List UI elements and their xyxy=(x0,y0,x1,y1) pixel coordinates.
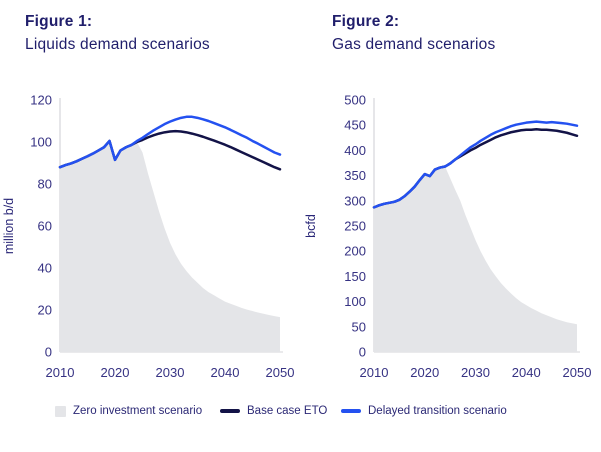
x-tick-label: 2050 xyxy=(266,365,295,380)
figure1-label: Figure 1: xyxy=(25,13,93,30)
y-tick-label: 120 xyxy=(30,93,52,108)
base-case-line-swatch-icon xyxy=(220,409,240,413)
x-tick-label: 2050 xyxy=(563,365,592,380)
legend-item-zero-investment: Zero investment scenario xyxy=(55,403,202,419)
y-tick-label: 300 xyxy=(344,193,366,208)
delayed-transition-line-swatch-icon xyxy=(341,409,361,413)
x-tick-label: 2040 xyxy=(211,365,240,380)
legend-item-base-case-eto: Base case ETO xyxy=(220,403,327,419)
y-tick-label: 80 xyxy=(38,177,52,192)
y-tick-label: 0 xyxy=(359,345,366,360)
zero-investment-swatch-icon xyxy=(55,405,66,417)
y-tick-label: 500 xyxy=(344,93,366,108)
x-tick-label: 2030 xyxy=(461,365,490,380)
zero-investment-scenario-area xyxy=(374,166,577,352)
figure2-label: Figure 2: xyxy=(332,13,400,30)
y-axis-title: bcfd xyxy=(304,214,318,238)
y-tick-label: 100 xyxy=(30,135,52,150)
delayed-transition-scenario-line xyxy=(58,115,282,169)
y-tick-label: 150 xyxy=(344,269,366,284)
delayed-transition-scenario-line xyxy=(372,120,579,209)
legend-label: Base case ETO xyxy=(247,405,328,417)
figure1-title: Liquids demand scenarios xyxy=(25,36,210,53)
y-axis-title: million b/d xyxy=(2,198,16,254)
y-tick-label: 400 xyxy=(344,143,366,158)
y-tick-label: 50 xyxy=(352,319,366,334)
legend: Zero investment scenario Base case ETO D… xyxy=(0,403,601,423)
x-tick-label: 2020 xyxy=(101,365,130,380)
y-tick-label: 450 xyxy=(344,118,366,133)
legend-label: Delayed transition scenario xyxy=(368,405,507,417)
zero-investment-scenario-area xyxy=(60,140,280,352)
gas-demand-chart: 0 50 100 150 200 250 300 350 400 450 500 2010 2020 20… xyxy=(304,93,592,381)
x-tick-label: 2040 xyxy=(512,365,541,380)
x-tick-label: 2010 xyxy=(46,365,75,380)
y-tick-label: 60 xyxy=(38,219,52,234)
legend-label: Zero investment scenario xyxy=(73,405,203,417)
x-tick-label: 2010 xyxy=(360,365,389,380)
x-tick-label: 2020 xyxy=(410,365,439,380)
y-tick-label: 20 xyxy=(38,303,52,318)
x-tick-label: 2030 xyxy=(156,365,185,380)
y-tick-label: 0 xyxy=(45,345,52,360)
figure2-title: Gas demand scenarios xyxy=(332,36,496,53)
y-tick-label: 250 xyxy=(344,219,366,234)
y-tick-label: 100 xyxy=(344,294,366,309)
legend-item-delayed-transition: Delayed transition scenario xyxy=(341,403,507,419)
y-tick-label: 200 xyxy=(344,244,366,259)
y-tick-label: 40 xyxy=(38,261,52,276)
y-tick-label: 350 xyxy=(344,168,366,183)
